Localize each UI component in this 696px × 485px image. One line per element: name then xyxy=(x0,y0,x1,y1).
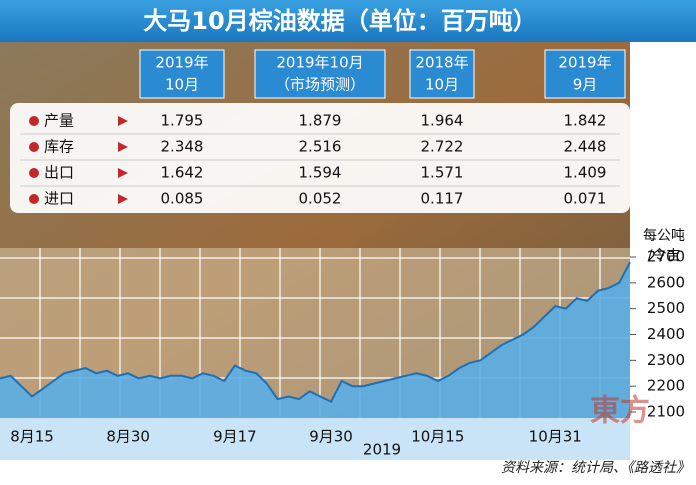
x-axis-label: 2019 xyxy=(363,441,401,459)
x-tick-label: 10月15 xyxy=(411,428,464,446)
y-tick-label: 2300 xyxy=(647,351,685,369)
cell: 2.722 xyxy=(421,138,464,156)
cell: 2.348 xyxy=(161,138,204,156)
cell: 0.052 xyxy=(299,190,342,208)
column-header: 2018年 xyxy=(415,54,468,72)
column-header: （市场预测） xyxy=(275,76,365,94)
watermark: 東方 xyxy=(590,394,650,429)
cell: 1.879 xyxy=(299,112,342,130)
column-header: 2019年 xyxy=(558,54,611,72)
x-tick-label: 10月31 xyxy=(529,428,582,446)
cell: 0.071 xyxy=(564,190,607,208)
area xyxy=(0,262,630,418)
column-header-bg xyxy=(139,49,225,99)
y-tick-label: 2100 xyxy=(647,403,685,421)
column-header-bg xyxy=(409,49,475,99)
cell: 0.117 xyxy=(421,190,464,208)
cell: 0.085 xyxy=(161,190,204,208)
x-tick-label: 9月17 xyxy=(213,428,257,446)
cell: 1.571 xyxy=(421,164,464,182)
cell: 2.448 xyxy=(564,138,607,156)
source: 资料来源：统计局、《路透社》 xyxy=(501,460,690,476)
bullet xyxy=(29,116,39,126)
y-tick-label: 2200 xyxy=(647,377,685,395)
cell: 1.409 xyxy=(564,164,607,182)
y-tick-label: 2600 xyxy=(647,273,685,291)
column-header: 10月 xyxy=(425,76,459,94)
cell: 1.842 xyxy=(564,112,607,130)
row-label: 出口 xyxy=(44,164,74,182)
column-header: 2019年10月 xyxy=(276,54,363,72)
y-axis-label: /令吉 xyxy=(648,248,681,264)
column-header: 2019年 xyxy=(155,54,208,72)
y-tick-label: 2500 xyxy=(647,299,685,317)
row-label: 库存 xyxy=(44,138,74,156)
axis-band xyxy=(0,418,630,460)
line xyxy=(0,261,631,404)
bullet xyxy=(29,194,39,204)
title-bar xyxy=(0,0,696,42)
arrow xyxy=(118,142,128,152)
y-axis-label: 每公吨 xyxy=(643,228,685,244)
arrow xyxy=(118,194,128,204)
cell: 1.642 xyxy=(161,164,204,182)
cell: 2.516 xyxy=(299,138,342,156)
y-tick-label: 2400 xyxy=(647,325,685,343)
x-tick-label: 8月30 xyxy=(106,428,150,446)
row-label: 产量 xyxy=(44,112,74,130)
title: 大马10月棕油数据（单位：百万吨） xyxy=(143,7,536,35)
y-tick-label: 2700 xyxy=(647,248,685,266)
cell: 1.594 xyxy=(299,164,342,182)
arrow xyxy=(118,116,128,126)
bullet xyxy=(29,142,39,152)
column-header-bg xyxy=(544,49,626,99)
x-tick-label: 8月15 xyxy=(10,428,54,446)
bullet xyxy=(29,168,39,178)
row-label: 进口 xyxy=(44,190,74,208)
x-tick-label: 9月30 xyxy=(309,428,353,446)
cell: 1.795 xyxy=(161,112,204,130)
column-header: 10月 xyxy=(165,76,199,94)
column-header: 9月 xyxy=(573,76,598,94)
column-header-bg xyxy=(254,49,386,99)
cell: 1.964 xyxy=(421,112,464,130)
arrow xyxy=(118,168,128,178)
